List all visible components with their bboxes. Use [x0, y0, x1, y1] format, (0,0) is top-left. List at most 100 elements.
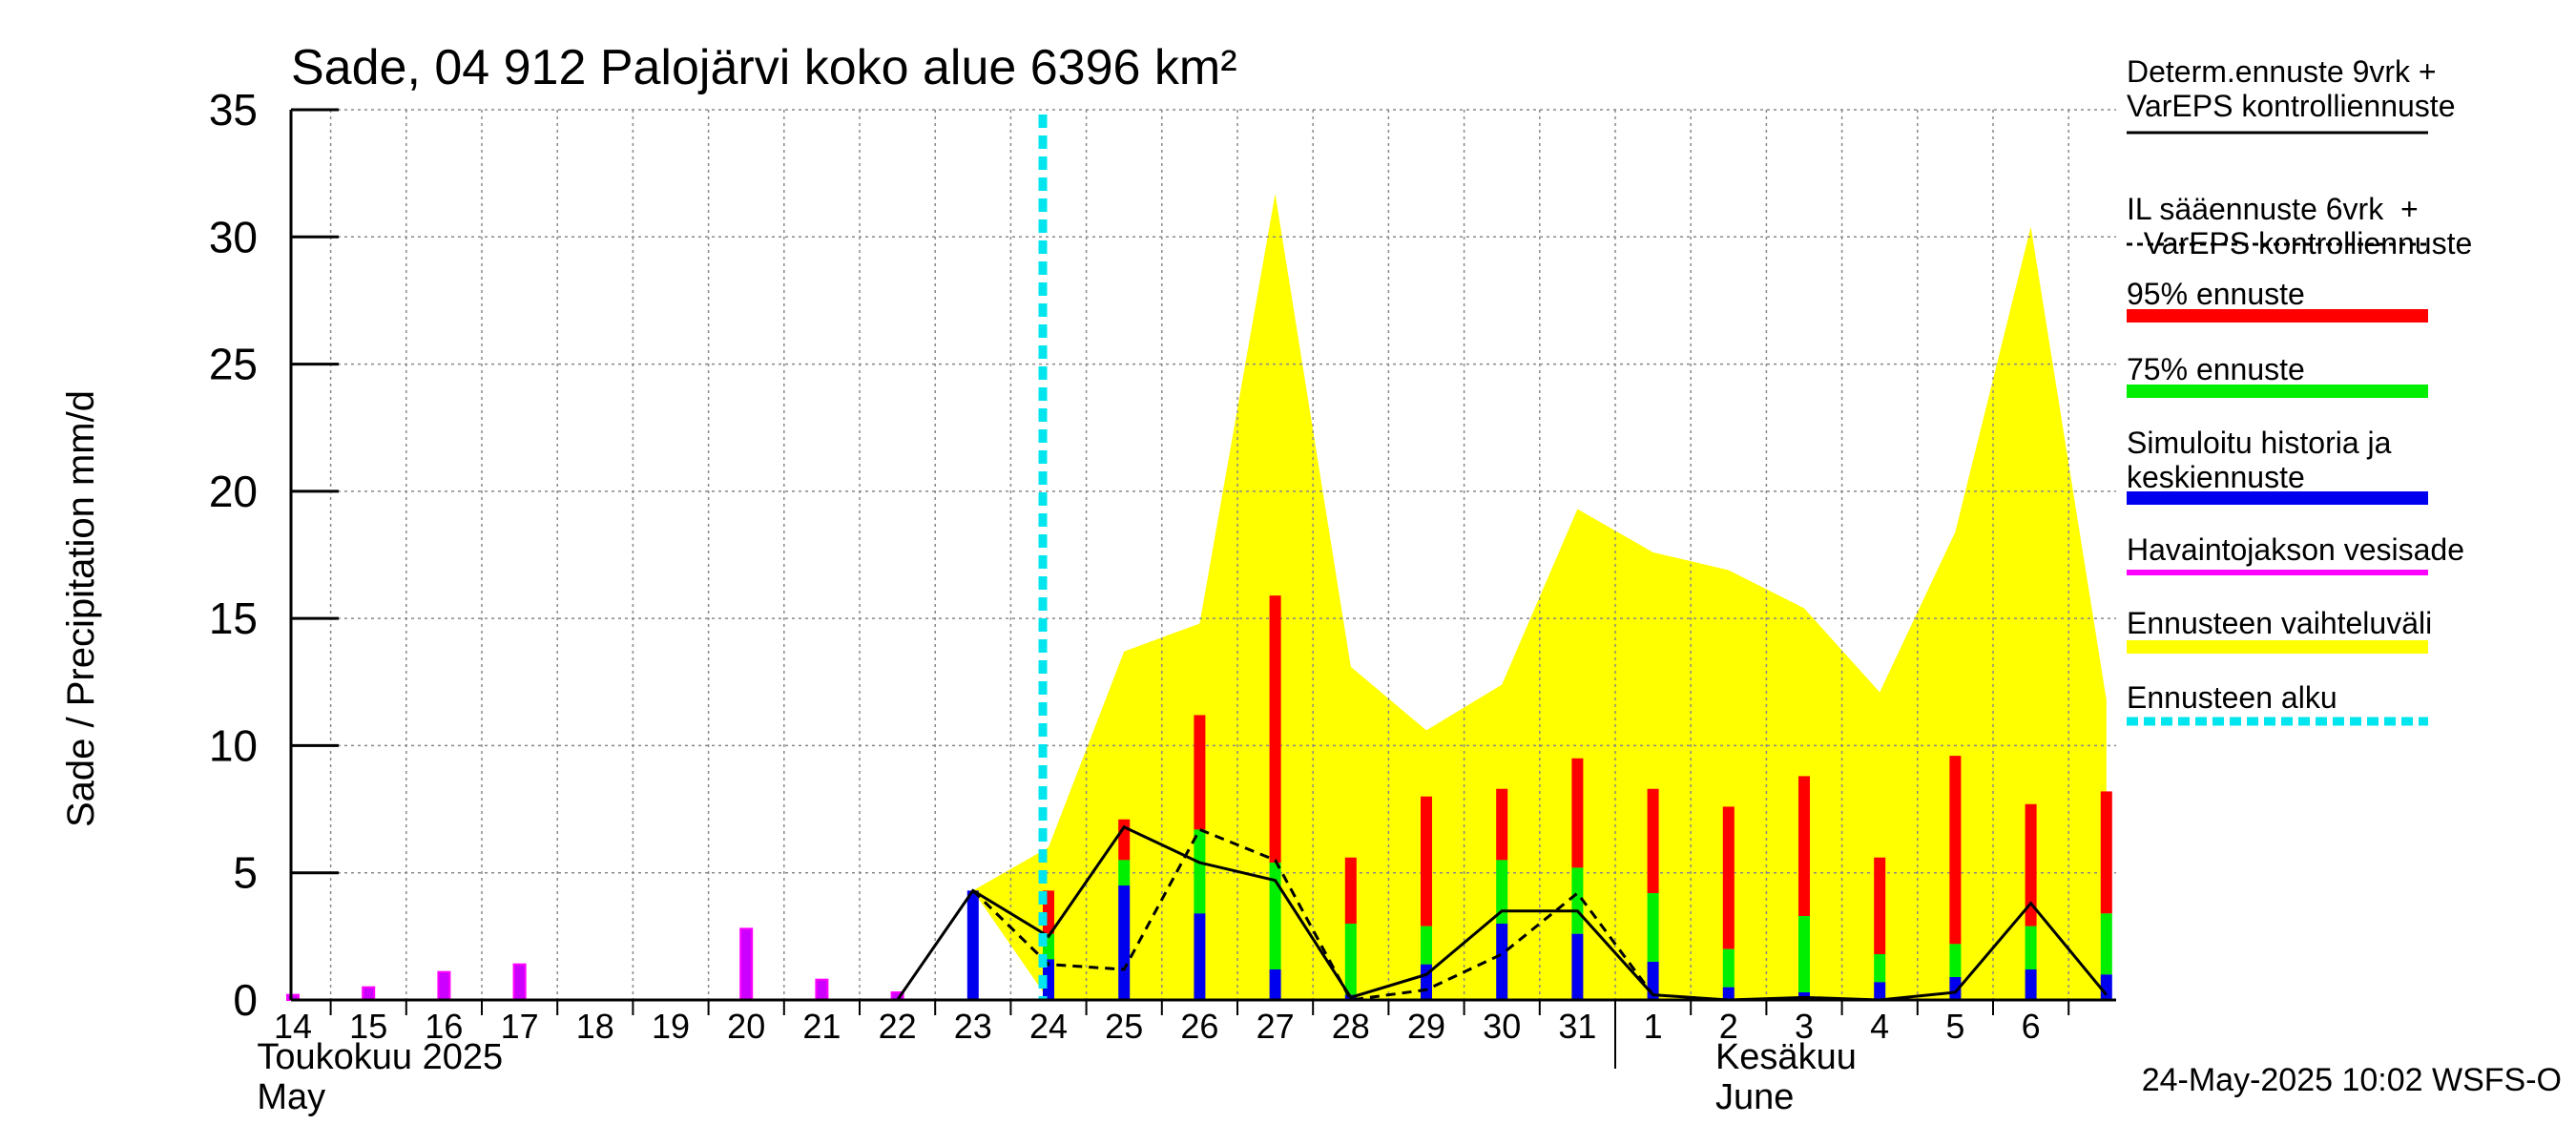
legend: Determ.ennuste 9vrk + VarEPS kontrollienn… [2127, 54, 2472, 726]
x-tick-label: 24 [1029, 1007, 1068, 1046]
forecast-95-bar [1194, 715, 1206, 830]
x-tick-label: 4 [1870, 1007, 1889, 1046]
forecast-95-bar [1421, 796, 1432, 926]
forecast-median-bar [1194, 913, 1206, 1000]
forecast-95-bar [1344, 857, 1357, 925]
x-tick-label: 6 [2022, 1007, 2041, 1046]
x-tick-label: 18 [576, 1007, 614, 1046]
x-tick-label: 16 [425, 1007, 463, 1046]
month-label-line: Toukokuu 2025 [257, 1037, 503, 1077]
forecast-75-bar [1421, 926, 1432, 965]
x-tick-label: 17 [501, 1007, 539, 1046]
forecast-95-bar [1949, 756, 1962, 945]
x-tick-label: 14 [274, 1007, 312, 1046]
x-tick-label: 19 [652, 1007, 690, 1046]
forecast-range-area [972, 193, 2107, 1000]
forecast-95-bar [1798, 776, 1810, 917]
month-label: Kesäkuu June [1715, 1037, 1857, 1117]
legend-label: 95% ennuste [2127, 277, 2305, 311]
chart-title: Sade, 04 912 Palojärvi koko alue 6396 km… [291, 40, 1237, 95]
forecast-75-bar [2100, 913, 2112, 975]
legend-label: Ennusteen alku [2127, 680, 2337, 715]
forecast-95-bar [1722, 806, 1735, 949]
forecast-95-bar [1269, 595, 1281, 864]
observed-precip-bar [362, 986, 376, 1001]
forecast-75-bar [1798, 916, 1810, 993]
x-tick-label: 26 [1180, 1007, 1218, 1046]
legend-label: 75% ennuste [2127, 352, 2305, 386]
legend-label-line: Ennusteen vaihteluväli [2127, 606, 2432, 640]
observed-precip-bar [512, 963, 527, 1001]
forecast-median-bar [1269, 969, 1281, 1000]
forecast-95-bar [1874, 857, 1886, 955]
forecast-75-bar [2025, 926, 2037, 970]
x-tick-label: 30 [1483, 1007, 1521, 1046]
forecast-range-layer [972, 193, 2107, 1000]
forecast-75-bar [1722, 948, 1735, 988]
legend-label-line: 95% ennuste [2127, 277, 2305, 311]
forecast-75-bar [1571, 867, 1584, 934]
legend-label-line: IL sääennuste 6vrk + [2127, 192, 2419, 226]
forecast-95-bar [2100, 791, 2112, 914]
y-tick-label: 10 [209, 720, 258, 770]
legend-label-line: Determ.ennuste 9vrk + [2127, 54, 2437, 89]
x-tick-label: 20 [727, 1007, 765, 1046]
x-tick-label: 15 [349, 1007, 387, 1046]
forecast-75-bar [1496, 860, 1508, 925]
y-tick-label: 25 [209, 340, 258, 389]
x-tick-label: 21 [802, 1007, 841, 1046]
x-tick-label: 22 [879, 1007, 917, 1046]
x-tick-label: 29 [1407, 1007, 1445, 1046]
legend-label: Ennusteen vaihteluväli [2127, 606, 2432, 640]
forecast-median-bar [1043, 959, 1054, 1000]
legend-label-line: Ennusteen alku [2127, 680, 2337, 715]
forecast-75-bar [1269, 863, 1281, 970]
y-tick-label: 35 [209, 85, 258, 135]
forecast-median-bar [1949, 977, 1962, 1000]
forecast-95-bar [1496, 788, 1508, 861]
month-label-line: Kesäkuu [1715, 1037, 1857, 1077]
x-tick-label: 5 [1945, 1007, 1964, 1046]
y-tick-label: 20 [209, 467, 258, 516]
simulated-history-bar [966, 890, 979, 1000]
legend-label-line: VarEPS kontrolliennuste [2127, 89, 2455, 123]
y-tick-label: 0 [233, 975, 258, 1025]
lines-layer [896, 114, 2108, 1002]
forecast-median-bar [1118, 885, 1131, 1000]
forecast-95-bar [1571, 758, 1584, 868]
legend-label-line: keskiennuste [2127, 460, 2305, 494]
x-tick-label: 31 [1558, 1007, 1596, 1046]
forecast-75-bar [1118, 860, 1131, 886]
x-tick-label: 23 [954, 1007, 992, 1046]
x-tick-label: 2 [1719, 1007, 1738, 1046]
forecast-75-bar [1194, 829, 1206, 914]
legend-label: Determ.ennuste 9vrk + VarEPS kontrollienn… [2127, 54, 2455, 123]
y-tick-label: 5 [233, 848, 258, 898]
legend-label-line: Havaintojakson vesisade [2127, 532, 2464, 567]
grid-layer [291, 109, 2116, 1000]
x-tick-label: 28 [1332, 1007, 1370, 1046]
deterministic-forecast-line [896, 824, 2108, 1002]
forecast-median-bar [2100, 974, 2112, 1000]
forecast-median-bar [1874, 982, 1886, 1000]
x-tick-label: 3 [1795, 1007, 1814, 1046]
forecast-95-bar [2025, 803, 2037, 926]
legend-label: Havaintojakson vesisade [2127, 532, 2464, 567]
forecast-75-bar [1949, 944, 1962, 978]
legend-label-line: 75% ennuste [2127, 352, 2305, 386]
y-tick-label: 30 [209, 212, 258, 261]
observed-precip-bar [815, 978, 829, 1002]
forecast-median-bar [1571, 933, 1584, 1000]
x-tick-label: 1 [1644, 1007, 1663, 1046]
x-tick-label: 27 [1257, 1007, 1295, 1046]
legend-label: Simuloitu historia ja keskiennuste [2127, 426, 2392, 494]
forecast-median-bar [1496, 924, 1508, 1000]
forecast-75-bar [1344, 924, 1357, 995]
y-axis-label: Sade / Precipitation mm/d [60, 390, 102, 827]
forecast-median-bar [2025, 969, 2037, 1000]
footer-timestamp: 24-May-2025 10:02 WSFS-O [2142, 1062, 2562, 1098]
legend-label-line: Simuloitu historia ja [2127, 426, 2392, 460]
observed-precip-bar [739, 927, 754, 1001]
forecast-median-bar [1722, 987, 1735, 1000]
